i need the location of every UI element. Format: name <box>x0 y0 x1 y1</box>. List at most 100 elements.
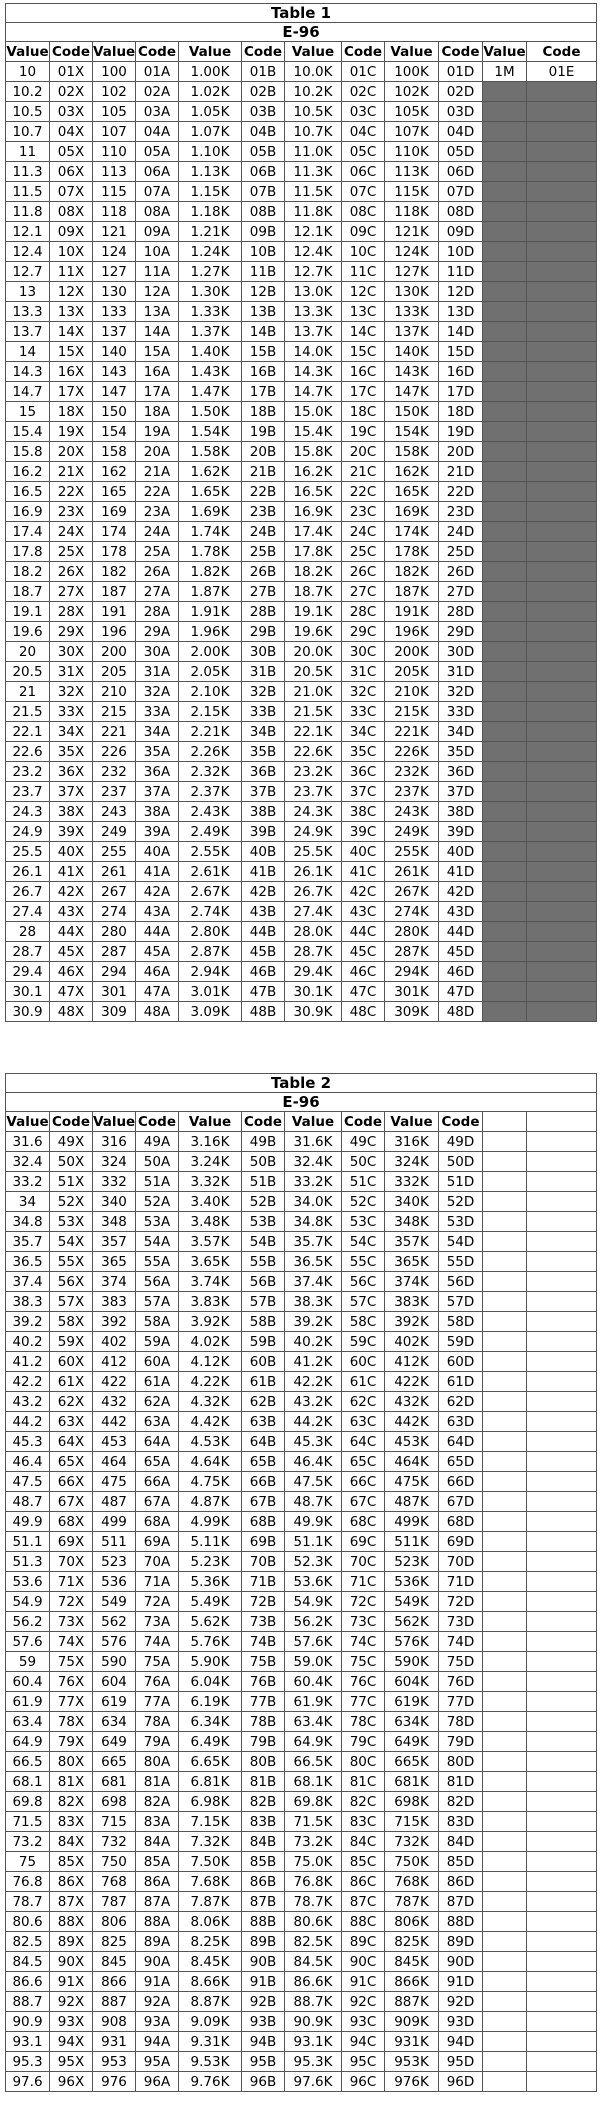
code-cell: 63C <box>341 1411 385 1432</box>
table-row: 75 85X 750 85A 7.50K 85B 75.0K 85C 750K 85D <box>5 1851 598 1872</box>
empty-cell <box>525 821 598 842</box>
code-cell: 28X <box>49 601 93 622</box>
value-cell: 133K <box>384 301 439 322</box>
code-cell: 12C <box>341 281 385 302</box>
empty-cell <box>525 1331 598 1352</box>
empty-cell <box>482 1431 527 1452</box>
code-cell: 74C <box>341 1631 385 1652</box>
code-cell: 60A <box>135 1351 179 1372</box>
code-cell: 55X <box>49 1251 93 1272</box>
value-cell: 523 <box>92 1551 136 1572</box>
code-cell: 31A <box>135 661 179 682</box>
value-cell: 3.09K <box>178 1001 242 1022</box>
value-cell: 412K <box>384 1351 439 1372</box>
value-cell: 2.15K <box>178 701 242 722</box>
code-cell: 05D <box>438 141 483 162</box>
empty-cell <box>482 1211 527 1232</box>
value-cell: 15.4K <box>284 421 342 442</box>
code-cell: 48D <box>438 1001 483 1022</box>
empty-cell <box>482 681 527 702</box>
empty-cell <box>482 741 527 762</box>
code-cell: 09B <box>241 221 285 242</box>
code-cell: 51X <box>49 1171 93 1192</box>
value-cell: 1.96K <box>178 621 242 642</box>
empty-cell <box>525 921 598 942</box>
code-cell: 43A <box>135 901 179 922</box>
table-row: 51.1 69X 511 69A 5.11K 69B 51.1K 69C 511K 69D <box>5 1531 598 1552</box>
empty-cell <box>482 721 527 742</box>
code-cell: 62A <box>135 1391 179 1412</box>
value-cell: 47.5 <box>5 1471 50 1492</box>
code-cell: 05X <box>49 141 93 162</box>
code-cell: 57C <box>341 1291 385 1312</box>
value-cell: 39.2K <box>284 1311 342 1332</box>
code-cell: 96B <box>241 2071 285 2092</box>
value-cell: 147 <box>92 381 136 402</box>
table-row: 11 05X 110 05A 1.10K 05B 11.0K 05C 110K 05D <box>5 141 598 162</box>
code-cell: 91D <box>438 1971 483 1992</box>
value-cell: 34 <box>5 1191 50 1212</box>
value-cell: 5.62K <box>178 1611 242 1632</box>
code-cell: 40C <box>341 841 385 862</box>
value-cell: 20 <box>5 641 50 662</box>
code-cell: 81X <box>49 1771 93 1792</box>
value-cell: 562 <box>92 1611 136 1632</box>
value-cell: 634 <box>92 1711 136 1732</box>
value-cell: 44.2 <box>5 1411 50 1432</box>
empty-cell <box>482 1671 527 1692</box>
empty-cell <box>525 1391 598 1412</box>
code-cell: 02A <box>135 81 179 102</box>
value-cell: 442K <box>384 1411 439 1432</box>
code-cell: 76D <box>438 1671 483 1692</box>
code-cell: 15X <box>49 341 93 362</box>
empty-cell <box>525 1851 598 1872</box>
code-cell: 11A <box>135 261 179 282</box>
code-cell: 69C <box>341 1531 385 1552</box>
table-row: 48.7 67X 487 67A 4.87K 67B 48.7K 67C 487K 67D <box>5 1491 598 1512</box>
code-cell: 10C <box>341 241 385 262</box>
code-cell: 27C <box>341 581 385 602</box>
code-cell: 30B <box>241 641 285 662</box>
code-cell: 95C <box>341 2051 385 2072</box>
value-cell: 150K <box>384 401 439 422</box>
code-cell: 20C <box>341 441 385 462</box>
value-cell: 61.9 <box>5 1691 50 1712</box>
value-cell: 75 <box>5 1851 50 1872</box>
empty-cell <box>525 1291 598 1312</box>
value-cell: 604K <box>384 1671 439 1692</box>
code-cell: 79D <box>438 1731 483 1752</box>
value-cell: 280 <box>92 921 136 942</box>
table-row: 16.2 21X 162 21A 1.62K 21B 16.2K 21C 162K 21D <box>5 461 598 482</box>
table-subtitle: E-96 <box>4 22 598 42</box>
code-cell: 50X <box>49 1151 93 1172</box>
table-row: 34.8 53X 348 53A 3.48K 53B 34.8K 53C 348K 53D <box>5 1211 598 1232</box>
code-cell: 60C <box>341 1351 385 1372</box>
value-cell: 511K <box>384 1531 439 1552</box>
code-cell: 48X <box>49 1001 93 1022</box>
code-cell: 44B <box>241 921 285 942</box>
value-cell: 51.1 <box>5 1531 50 1552</box>
code-cell: 51B <box>241 1171 285 1192</box>
value-cell: 20.5 <box>5 661 50 682</box>
empty-cell <box>525 501 598 522</box>
value-cell: 237 <box>92 781 136 802</box>
value-cell: 475 <box>92 1471 136 1492</box>
code-cell: 52B <box>241 1191 285 1212</box>
value-cell: 95.3 <box>5 2051 50 2072</box>
table-row: 61.9 77X 619 77A 6.19K 77B 61.9K 77C 619K 77D <box>5 1691 598 1712</box>
value-cell: 316 <box>92 1131 136 1152</box>
code-cell: 74D <box>438 1631 483 1652</box>
empty-cell <box>525 561 598 582</box>
code-cell: 33A <box>135 701 179 722</box>
empty-cell <box>482 1891 527 1912</box>
value-cell: 71.5K <box>284 1811 342 1832</box>
empty-cell <box>525 661 598 682</box>
empty-cell <box>482 781 527 802</box>
value-cell: 73.2K <box>284 1831 342 1852</box>
code-cell: 61C <box>341 1371 385 1392</box>
empty-cell <box>482 1931 527 1952</box>
code-cell: 29B <box>241 621 285 642</box>
empty-cell <box>525 1111 598 1132</box>
code-cell: 29D <box>438 621 483 642</box>
code-cell: 25B <box>241 541 285 562</box>
